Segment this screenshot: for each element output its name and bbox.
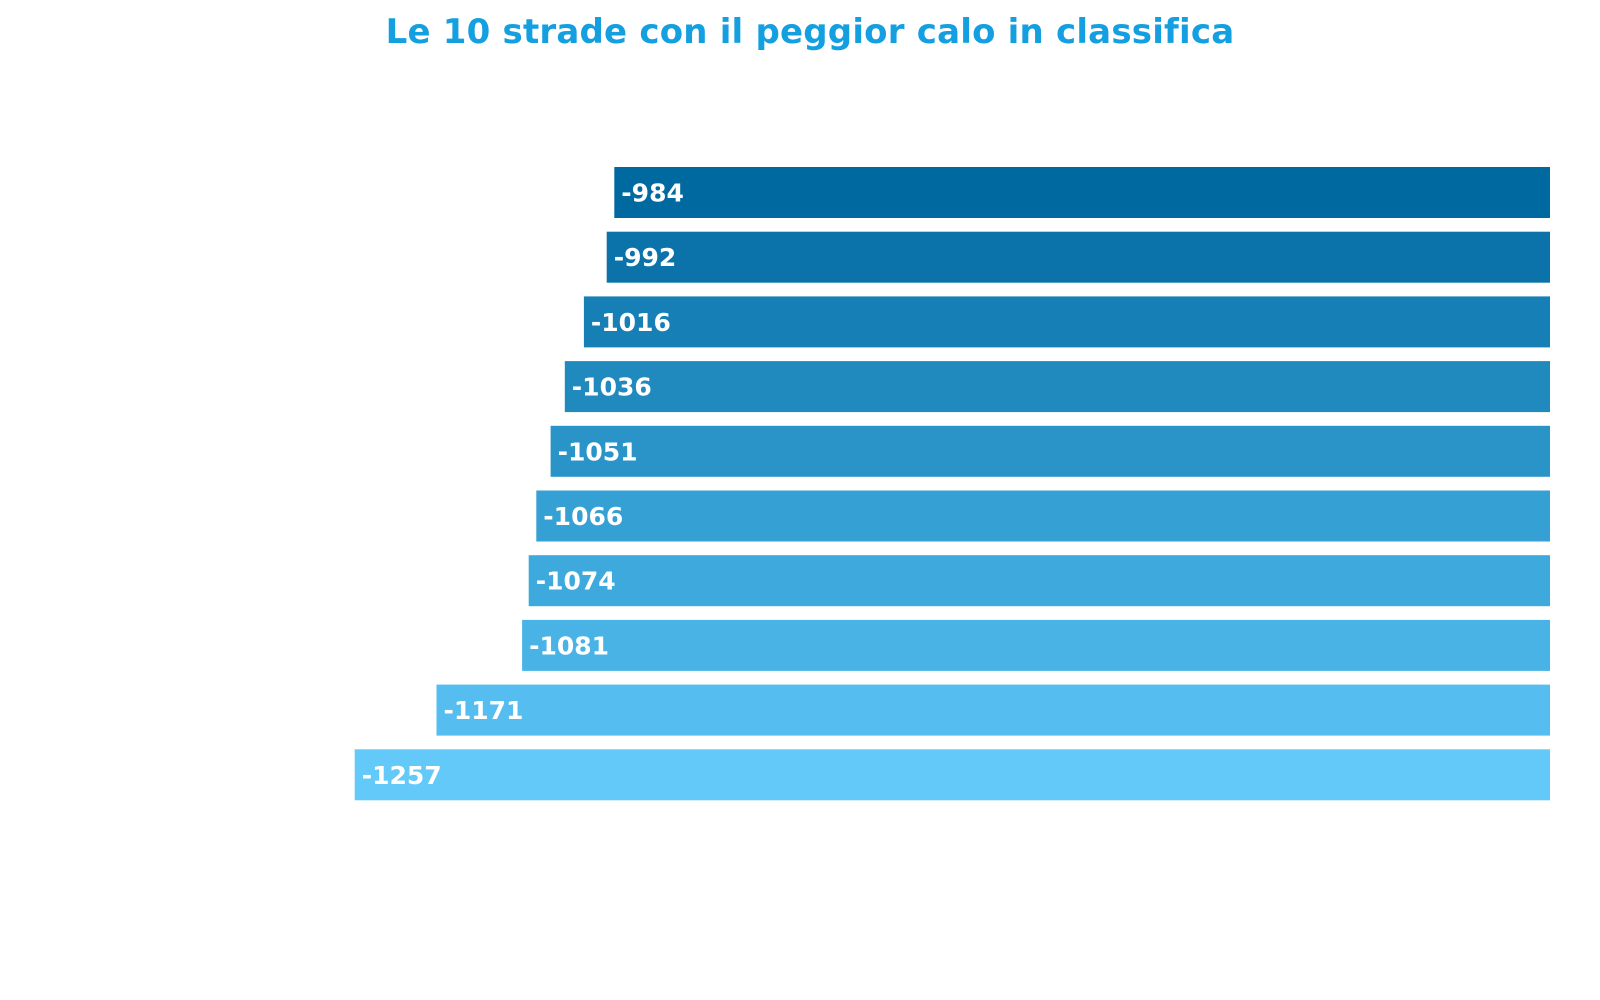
- bar-value-label: -1171: [444, 696, 524, 725]
- bar-value-label: -1036: [572, 373, 652, 402]
- bar-value-label: -1066: [543, 502, 623, 531]
- bar: [536, 490, 1550, 542]
- bar: [583, 296, 1550, 348]
- bar: [522, 619, 1550, 671]
- bar-value-label: -1051: [558, 437, 638, 466]
- bar: [606, 231, 1550, 283]
- bar: [564, 361, 1550, 413]
- bar-value-label: -1074: [536, 567, 616, 596]
- bar-value-label: -1016: [591, 308, 671, 337]
- bar-value-label: -1257: [362, 761, 442, 790]
- bar-value-label: -1081: [529, 631, 609, 660]
- bar: [528, 555, 1550, 607]
- bars-group: -984 -992 -1016 -1036 -1051 -1066 -1074 -1081 -1…: [354, 167, 1551, 801]
- bar-value-label: -984: [621, 179, 684, 208]
- bar: [614, 167, 1550, 218]
- bar: [550, 425, 1550, 477]
- bar: [436, 684, 1550, 736]
- bar-value-label: -992: [614, 243, 677, 272]
- bar: [354, 749, 1551, 801]
- chart-title: Le 10 strade con il peggior calo in clas…: [385, 12, 1235, 52]
